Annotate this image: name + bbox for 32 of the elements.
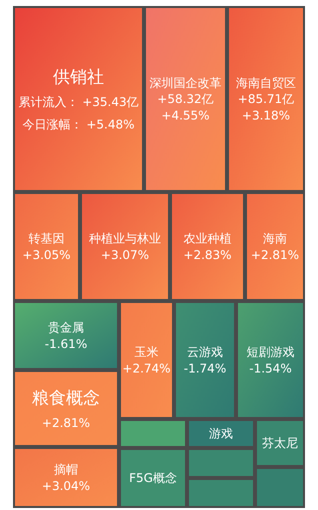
data-label: +2.81% <box>250 248 300 262</box>
data-label: -1.61% <box>44 336 88 351</box>
data-label: +3.18% <box>242 108 290 123</box>
category-label: 云游戏 <box>187 345 223 359</box>
text: +58.32亿 <box>157 92 214 106</box>
data-label: -1.54% <box>249 361 292 376</box>
data-label: -1.74% <box>184 361 226 376</box>
data-label: +3.05% <box>22 248 71 262</box>
category-label: 芬太尼 <box>262 436 298 450</box>
category-label: 转基因 <box>28 232 64 246</box>
category-label: F5G概念 <box>129 471 177 486</box>
category-label: 海南自贸区 <box>236 76 296 90</box>
category-label: 粮食概念 <box>32 388 100 408</box>
category-label: 玉米 <box>134 345 158 359</box>
text: 累计流入： +35.43亿 <box>18 95 139 110</box>
data-label: +3.07% <box>100 248 150 262</box>
data-label: +2.74% <box>122 361 171 376</box>
category-label: 海南 <box>263 232 287 246</box>
category-label: 摘帽 <box>54 462 78 476</box>
data-label: +2.81% <box>42 416 90 430</box>
data-label: +2.83% <box>183 248 232 262</box>
category-label: 贵金属 <box>48 320 84 334</box>
category-label: 短剧游戏 <box>246 345 294 359</box>
data-label: +3.04% <box>42 478 90 493</box>
text: +85.71亿 <box>238 92 294 106</box>
category-label: 供销社 <box>53 68 104 88</box>
data-label: +4.55% <box>161 108 210 123</box>
data-label: 今日涨幅： +5.48% <box>22 118 134 132</box>
category-label: 种植业与林业 <box>89 232 161 246</box>
category-label: 游戏 <box>209 426 233 441</box>
category-label: 农业种植 <box>184 232 232 246</box>
category-label: 深圳国企改革 <box>150 76 222 90</box>
